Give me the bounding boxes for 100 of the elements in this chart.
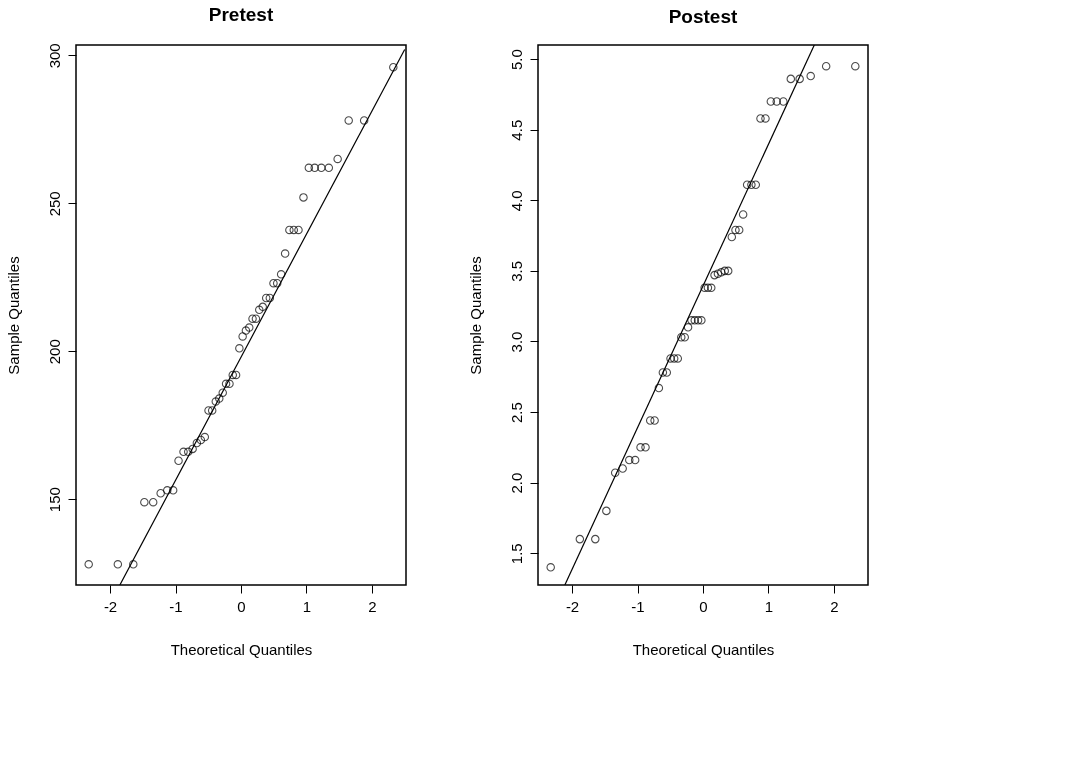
point (148, 497, 158, 507)
point (806, 71, 815, 81)
point (650, 416, 659, 425)
point (723, 266, 733, 276)
point (84, 560, 93, 569)
point (636, 443, 645, 452)
chart-title: Pretest (208, 3, 274, 25)
point (333, 154, 342, 164)
y-tick-label: 250 (45, 191, 63, 217)
point (211, 397, 221, 406)
point (610, 468, 620, 478)
point (673, 354, 683, 363)
point (244, 323, 254, 332)
point (204, 406, 213, 415)
y-tick-label: 3.5 (507, 260, 525, 282)
point (700, 283, 709, 293)
y-tick-label: 4.0 (507, 190, 525, 212)
point (188, 444, 197, 454)
x-tick-label: -1 (631, 597, 645, 615)
point (662, 368, 672, 377)
point (248, 314, 257, 323)
point (225, 379, 234, 389)
x-axis-title: Theoretical Quantiles (632, 640, 775, 658)
x-axis-title: Theoretical Quantiles (170, 640, 313, 658)
x-tick-label: 2 (830, 597, 839, 615)
point (731, 225, 740, 235)
point (265, 293, 275, 303)
point (241, 326, 251, 335)
point (168, 486, 178, 495)
point (779, 97, 788, 106)
point (221, 379, 231, 389)
point (625, 455, 634, 465)
point (751, 180, 761, 190)
y-tick-label: 2.5 (507, 402, 525, 423)
point (772, 97, 781, 106)
y-tick-label: 300 (45, 43, 63, 69)
point (720, 266, 729, 276)
point (324, 163, 334, 173)
point (658, 368, 668, 377)
point (163, 486, 172, 495)
point (276, 270, 286, 279)
point (666, 354, 675, 363)
point (734, 225, 744, 235)
point (687, 316, 696, 325)
x-tick-label: -2 (565, 597, 580, 615)
point (304, 163, 314, 173)
point (294, 225, 303, 235)
point (299, 193, 308, 202)
point (285, 225, 294, 235)
point (546, 563, 555, 572)
point (156, 489, 165, 498)
point (717, 268, 726, 277)
point (756, 114, 765, 123)
point (713, 269, 723, 278)
point (174, 456, 183, 465)
point (710, 270, 719, 280)
point (129, 560, 138, 569)
point (238, 332, 247, 341)
point (183, 447, 193, 457)
point (140, 497, 149, 507)
point (575, 534, 585, 544)
point (645, 416, 655, 425)
point (258, 302, 267, 312)
point (654, 383, 664, 393)
y-tick-label: 3.0 (507, 331, 525, 353)
point (179, 447, 188, 457)
point (200, 432, 210, 442)
point (690, 316, 700, 325)
point (261, 293, 271, 303)
y-axis-title: Sample Quantiles (466, 256, 484, 375)
point (641, 443, 650, 452)
y-tick-label: 4.5 (507, 119, 525, 141)
point (272, 278, 282, 288)
point (196, 435, 206, 445)
chart-title: Postest (668, 6, 738, 27)
x-tick-label: 1 (302, 597, 312, 615)
point (591, 534, 600, 544)
point (207, 406, 217, 415)
point (669, 354, 679, 363)
y-tick-label: 2.0 (507, 472, 525, 494)
point (269, 278, 278, 288)
point (192, 438, 202, 448)
point (235, 344, 244, 353)
point (680, 332, 689, 342)
point (727, 232, 737, 242)
point (310, 163, 319, 173)
x-tick-label: 2 (368, 597, 377, 615)
point (280, 249, 290, 258)
x-tick-label: 0 (699, 597, 708, 615)
point (113, 560, 123, 569)
point (359, 116, 369, 125)
point (821, 61, 831, 71)
point (761, 114, 770, 123)
point (255, 305, 264, 315)
x-tick-label: 0 (237, 597, 246, 615)
point (697, 316, 706, 325)
point (289, 225, 299, 235)
y-axis-title: Sample Quantiles (4, 256, 22, 375)
point (742, 180, 752, 190)
point (251, 314, 261, 323)
